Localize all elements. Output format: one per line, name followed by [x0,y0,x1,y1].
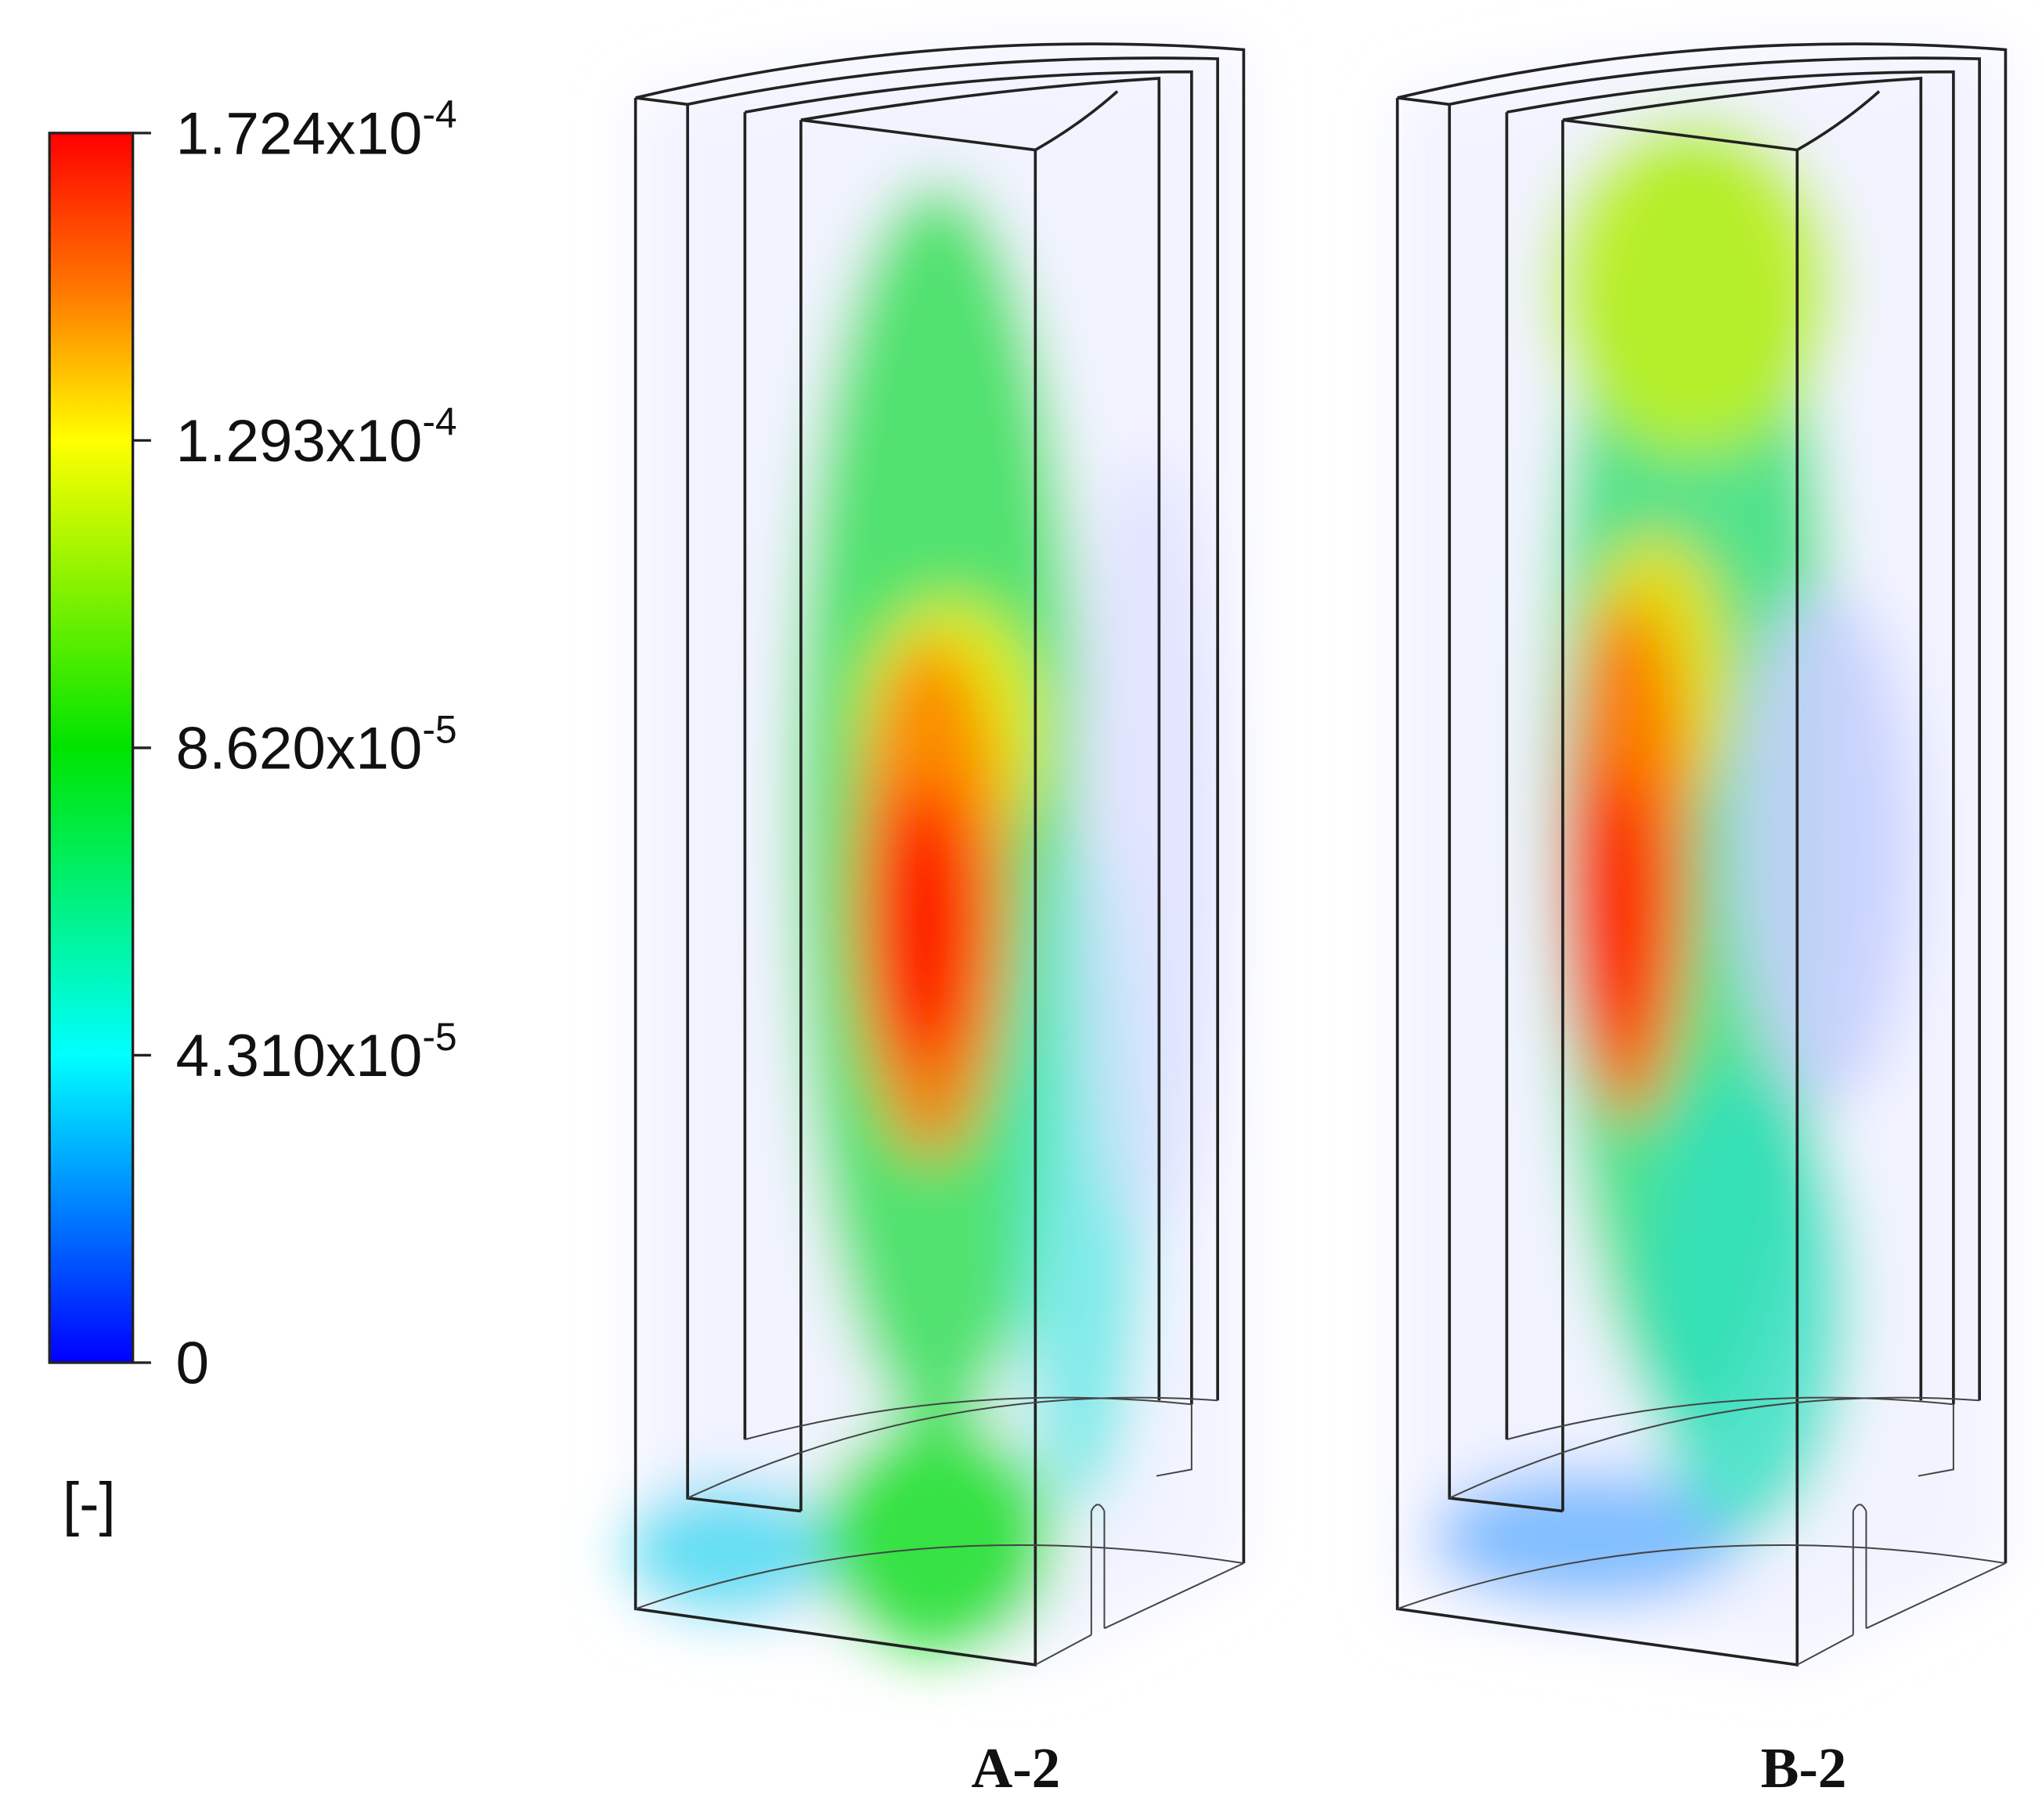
tick-base: 0 [176,1331,210,1397]
tick-label: 0 [176,1331,210,1397]
panel: B-2 [1395,42,2008,1800]
contour-blob [820,1420,1055,1655]
unit-label: [-] [63,1471,116,1537]
panel-label: B-2 [1761,1736,1847,1800]
tick-exponent: -5 [422,707,456,751]
contour-blob [1067,456,1225,1238]
outer-shell [633,42,1246,1667]
tick-exponent: -4 [422,92,456,136]
panel: A-2 [625,42,1246,1800]
tick-label: 4.310x10-5 [176,1015,457,1089]
outer-shell [1395,42,2008,1667]
contour-blob [1732,586,1914,1107]
base-arcs [1397,1396,2006,1666]
tick-label: 8.620x10-5 [176,707,457,782]
tick-base: 1.293x10 [176,408,423,475]
tick-exponent: -4 [422,400,456,444]
tick-base: 4.310x10 [176,1023,423,1089]
contour-field [1397,44,2006,1665]
contour-blob [875,782,975,1069]
colorbar [48,132,135,1364]
tick-base: 1.724x10 [176,100,423,167]
tick-label: 1.293x10-4 [176,400,457,475]
tick-exponent: -5 [422,1015,456,1059]
tick-label: 1.724x10-4 [176,92,457,167]
contour-blob [625,1485,834,1616]
contour-blob [1550,117,1837,457]
tick-base: 8.620x10 [176,716,423,782]
contour-blob [1575,768,1654,1056]
contour-field [625,44,1244,1665]
colorbar-ticks: 1.724x10-41.293x10-48.620x10-54.310x10-5… [132,92,457,1397]
base-arcs [635,1396,1244,1666]
panel-label: A-2 [971,1736,1060,1800]
panels: A-2 B-2 [625,42,2008,1800]
contour-blob [1640,1068,1849,1537]
